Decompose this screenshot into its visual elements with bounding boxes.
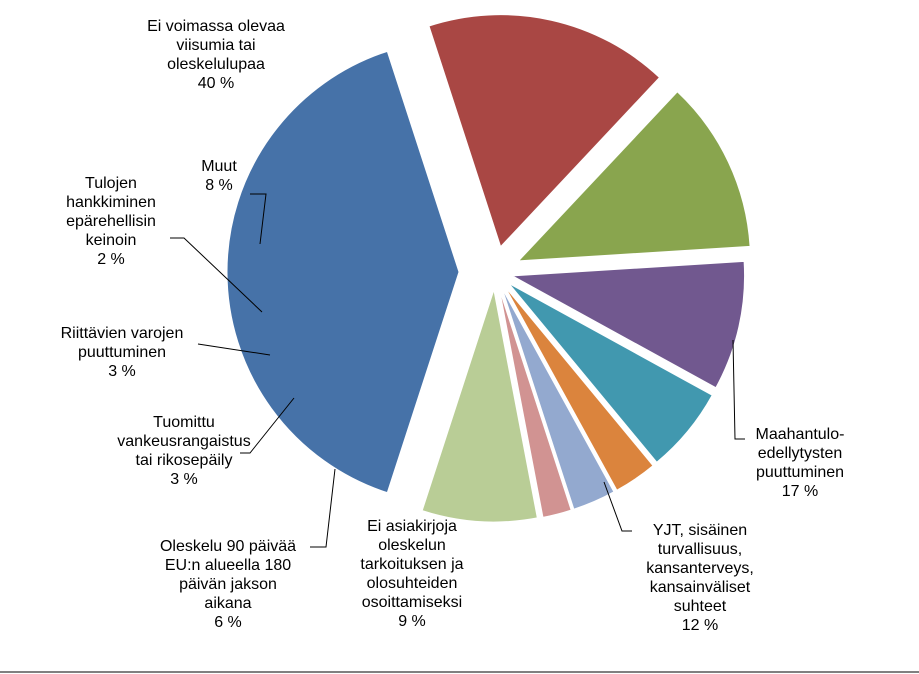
slice-value-label: 3 %: [108, 363, 136, 380]
pie-slice: [501, 288, 615, 510]
slice-category-label: epärehellisin: [66, 213, 156, 230]
pie-slice: [504, 286, 654, 491]
slice-value-label: 40 %: [198, 75, 234, 92]
slice-label: Ei voimassa olevaa viisumia tai oleskelulu…: [147, 18, 285, 92]
slice-label: Muut 8 %: [201, 158, 237, 194]
pie-slices: [226, 14, 751, 523]
slice-category-label: edellytysten: [758, 445, 843, 462]
leader-line: [310, 468, 336, 548]
slice-value-label: 8 %: [205, 177, 233, 194]
slice-category-label: osoittamiseksi: [362, 594, 462, 611]
pie-slice: [226, 50, 460, 494]
leader-line: [732, 339, 745, 440]
slice-category-label: YJT, sisäinen: [653, 522, 747, 539]
slice-category-label: Ei asiakirjoja: [367, 518, 457, 535]
slice-category-label: vankeusrangaistus: [117, 433, 250, 450]
leader-lines: [170, 193, 745, 548]
pie-slice: [428, 14, 661, 248]
slice-value-label: 2 %: [97, 251, 125, 268]
pie-slice: [421, 289, 538, 523]
slice-category-label: kansanterveys,: [646, 560, 754, 577]
slice-label: Riittävien varojen puuttuminen 3 %: [61, 325, 184, 380]
leader-line: [250, 193, 267, 245]
slice-category-label: puuttuminen: [756, 464, 844, 481]
pie-slice: [498, 289, 572, 518]
slice-category-label: turvallisuus,: [658, 541, 742, 558]
slice-label: Tuomittu vankeusrangaistus tai rikosepäily…: [117, 414, 250, 488]
slice-category-label: tarkoituksen ja: [360, 556, 463, 573]
slice-category-label: puuttuminen: [78, 344, 166, 361]
leader-line: [170, 237, 263, 313]
slice-category-label: oleskelulupaa: [167, 56, 265, 73]
pie-slice: [510, 260, 746, 389]
slice-category-label: hankkiminen: [66, 194, 156, 211]
slice-category-label: keinoin: [86, 232, 137, 249]
slice-category-label: Tuomittu: [153, 414, 215, 431]
data-labels: Ei voimassa olevaa viisumia tai oleskelulu…: [61, 18, 845, 634]
leader-line: [197, 343, 271, 356]
slice-category-label: Tulojen: [85, 175, 137, 192]
slice-value-label: 12 %: [682, 617, 718, 634]
pie-slice: [517, 91, 751, 262]
slice-category-label: suhteet: [674, 598, 727, 615]
leader-line: [240, 397, 295, 454]
slice-category-label: tai rikosepäily: [136, 452, 233, 469]
slice-category-label: päivän jakson: [179, 576, 277, 593]
slice-value-label: 3 %: [170, 471, 198, 488]
slice-value-label: 9 %: [398, 613, 426, 630]
pie-slice: [508, 283, 713, 463]
slice-label: YJT, sisäinen turvallisuus, kansanterveys,…: [646, 522, 754, 634]
slice-category-label: oleskelun: [378, 537, 446, 554]
slice-category-label: Maahantulo-: [756, 426, 845, 443]
slice-category-label: kansainväliset: [650, 579, 751, 596]
slice-category-label: EU:n alueella 180: [165, 557, 291, 574]
slice-category-label: Muut: [201, 158, 237, 175]
slice-category-label: viisumia tai: [176, 37, 255, 54]
slice-category-label: olosuhteiden: [367, 575, 458, 592]
slice-label: Ei asiakirjoja oleskelun tarkoituksen ja ol…: [360, 518, 463, 630]
slice-label: Maahantulo-edellytysten puuttuminen 17 %: [756, 426, 845, 500]
slice-category-label: Riittävien varojen: [61, 325, 184, 342]
slice-label: Tulojen hankkiminen epärehellisin keinoin 2 …: [66, 175, 156, 268]
slice-category-label: Oleskelu 90 päivää: [160, 538, 296, 555]
slice-value-label: 17 %: [782, 483, 818, 500]
slice-category-label: aikana: [204, 595, 251, 612]
slice-value-label: 6 %: [214, 614, 242, 631]
slice-category-label: Ei voimassa olevaa: [147, 18, 285, 35]
slice-label: Oleskelu 90 päivää EU:n alueella 180 päivä…: [160, 538, 296, 631]
leader-line: [603, 481, 632, 532]
